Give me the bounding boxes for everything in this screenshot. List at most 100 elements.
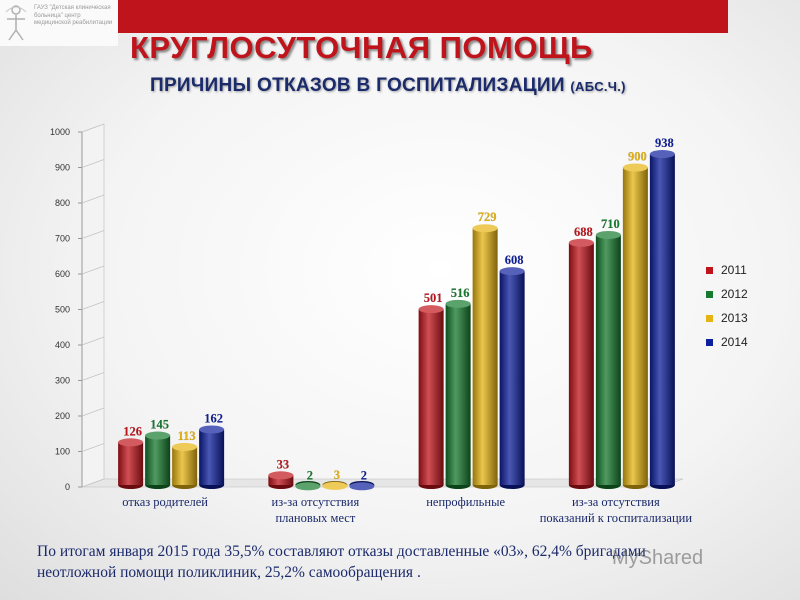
bar-data-label: 938 [655,136,674,150]
bar [595,230,621,489]
y-tick-wall-line [81,159,105,168]
y-tick-wall-line [81,372,105,381]
y-tick-wall-line [81,230,105,239]
bar-body [172,446,198,485]
bar [418,305,444,489]
subtitle-text: ПРИЧИНЫ ОТКАЗОВ В ГОСПИТАЛИЗАЦИИ [150,75,565,96]
bar [295,481,321,491]
bar-top [472,224,498,233]
bar-body [595,234,621,485]
legend-item: 2014 [706,330,748,354]
legend-item: 2011 [706,258,748,282]
legend-label: 2014 [721,335,748,349]
bar [322,481,348,490]
bar-body [199,429,225,485]
bar [568,238,594,489]
bar-top [622,163,648,172]
y-tick-label: 1000 [50,127,70,137]
y-tick-label: 500 [55,305,70,315]
chart-axes: 0 100 200 300 400 500 600 700 800 900 1000 [50,123,684,492]
legend-swatch [706,314,713,322]
y-tick-wall-line [81,123,105,133]
bar [118,438,144,489]
legend-label: 2012 [721,287,748,301]
y-tick-label: 900 [55,163,70,173]
bar-top [568,238,594,247]
bar-data-label: 710 [601,217,620,231]
bar-body [118,442,144,485]
legend-swatch [706,290,713,298]
bar-data-label: 729 [478,210,497,224]
bar-top [118,438,144,447]
bar-data-label: 162 [204,411,223,425]
bar-top [445,299,471,308]
bar [172,442,198,489]
y-tick-wall-line [81,336,105,346]
chart-subtitle: ПРИЧИНЫ ОТКАЗОВ В ГОСПИТАЛИЗАЦИИ (АБС.Ч.… [150,75,710,97]
bar-top [172,442,198,451]
legend-label: 2013 [721,311,748,325]
bar-top [145,431,171,440]
category-label: показаний к госпитализации [540,511,693,525]
y-tick-label: 100 [55,447,70,457]
bar-data-label: 2 [307,468,313,482]
bar [145,431,171,489]
footnote-line-2: неотложной помощи поликлиник, 25,2% само… [37,564,421,581]
bar [349,481,375,491]
bar-data-label: 2 [361,468,367,482]
bar [268,471,294,489]
y-tick-wall-line [81,194,105,204]
bar-top [322,481,348,490]
y-tick-wall-line [81,301,105,310]
logo-figure-icon [5,5,27,41]
bar-top [418,305,444,314]
bar-body [445,303,471,485]
bar-data-label: 145 [150,418,169,432]
bar [499,267,525,489]
chart-legend: 2011 2012 2013 2014 [706,258,748,354]
chart-category-labels: отказ родителей из-за отсутствия плановых … [122,495,692,525]
bar-body [472,228,498,485]
bar-body [268,475,294,485]
y-tick-label: 300 [55,376,70,386]
bar-data-label: 3 [334,468,340,482]
category-label: плановых мест [275,511,355,525]
footnote: По итогам января 2015 года 35,5% составл… [37,541,757,583]
y-tick-wall-line [81,478,105,488]
bar [649,150,675,489]
bar-data-label: 688 [574,225,593,239]
bar-top [349,482,375,491]
bar [199,425,225,489]
bar [445,299,471,489]
watermark: MyShared [612,547,704,569]
y-tick-wall-line [81,443,105,452]
bar-top [649,150,675,159]
chart-bars [118,150,675,491]
bar-data-label: 126 [123,424,142,438]
bar-body [418,309,444,485]
organization-logo: ГАУЗ "Детская клиническая больница" цент… [0,0,118,46]
bar-data-label: 113 [178,429,196,443]
y-tick-wall-line [81,407,105,417]
y-tick-label: 600 [55,269,70,279]
bar-data-label: 608 [505,253,524,267]
bar-body [649,154,675,485]
page-title: КРУГЛОСУТОЧНАЯ ПОМОЩЬ [130,30,593,65]
category-label: отказ родителей [122,495,208,509]
legend-item: 2013 [706,306,748,330]
bar-body [145,435,171,485]
bar [622,163,648,489]
category-label: из-за отсутствия [572,495,660,509]
bar-data-label: 33 [277,457,290,471]
bar [472,224,498,489]
bar-body [622,167,648,485]
y-tick-label: 0 [65,482,70,492]
bar-top [268,471,294,480]
bar-top [595,230,621,239]
y-tick-label: 400 [55,340,70,350]
y-tick-label: 700 [55,234,70,244]
y-tick-label: 800 [55,198,70,208]
bar-data-label: 501 [424,291,443,305]
bar-body [499,271,525,485]
